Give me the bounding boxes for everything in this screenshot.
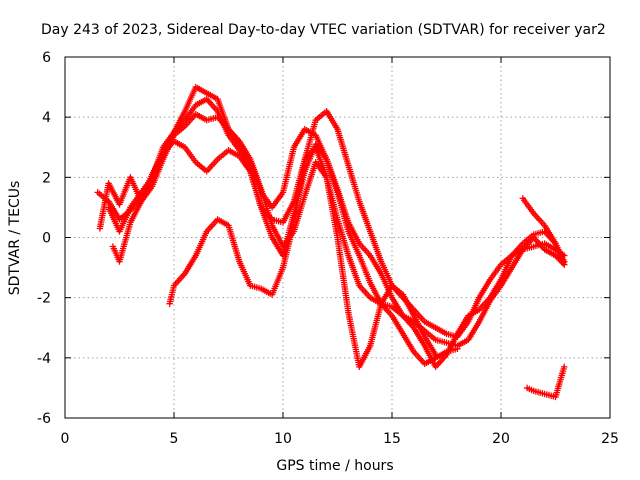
y-axis-label: SDTVAR / TECUs — [7, 181, 23, 296]
y-tick-label: 4 — [42, 110, 51, 126]
y-tick-label: 6 — [42, 50, 51, 66]
x-tick-label: 0 — [61, 431, 70, 447]
x-tick-label: 5 — [170, 431, 179, 447]
y-tick-labels: -6 -4 -2 0 2 4 6 — [37, 50, 51, 427]
y-tick-label: 2 — [42, 170, 51, 186]
y-tick-label: -4 — [37, 351, 51, 367]
series-track-6 — [519, 195, 568, 268]
series-track-1 — [94, 83, 461, 368]
y-tick-label: -6 — [37, 411, 51, 427]
chart-title: Day 243 of 2023, Sidereal Day-to-day VTE… — [41, 22, 606, 38]
axis-tick-marks — [64, 56, 611, 419]
data-point — [561, 363, 568, 371]
x-axis-label: GPS time / hours — [276, 458, 393, 474]
data-point — [561, 261, 568, 268]
x-tick-label: 10 — [274, 431, 292, 447]
data-point — [432, 351, 439, 359]
x-tick-label: 20 — [492, 431, 510, 447]
x-tick-labels: 0 5 10 15 20 25 — [61, 431, 619, 447]
x-tick-label: 15 — [383, 431, 401, 447]
data-points — [94, 83, 568, 401]
series-track-5 — [166, 144, 439, 371]
y-tick-label: 0 — [42, 231, 51, 247]
x-tick-label: 25 — [601, 431, 619, 447]
y-tick-label: -2 — [37, 291, 51, 307]
series-track-7 — [523, 363, 568, 401]
series-track-4 — [109, 110, 568, 349]
series-track-3 — [105, 138, 568, 371]
